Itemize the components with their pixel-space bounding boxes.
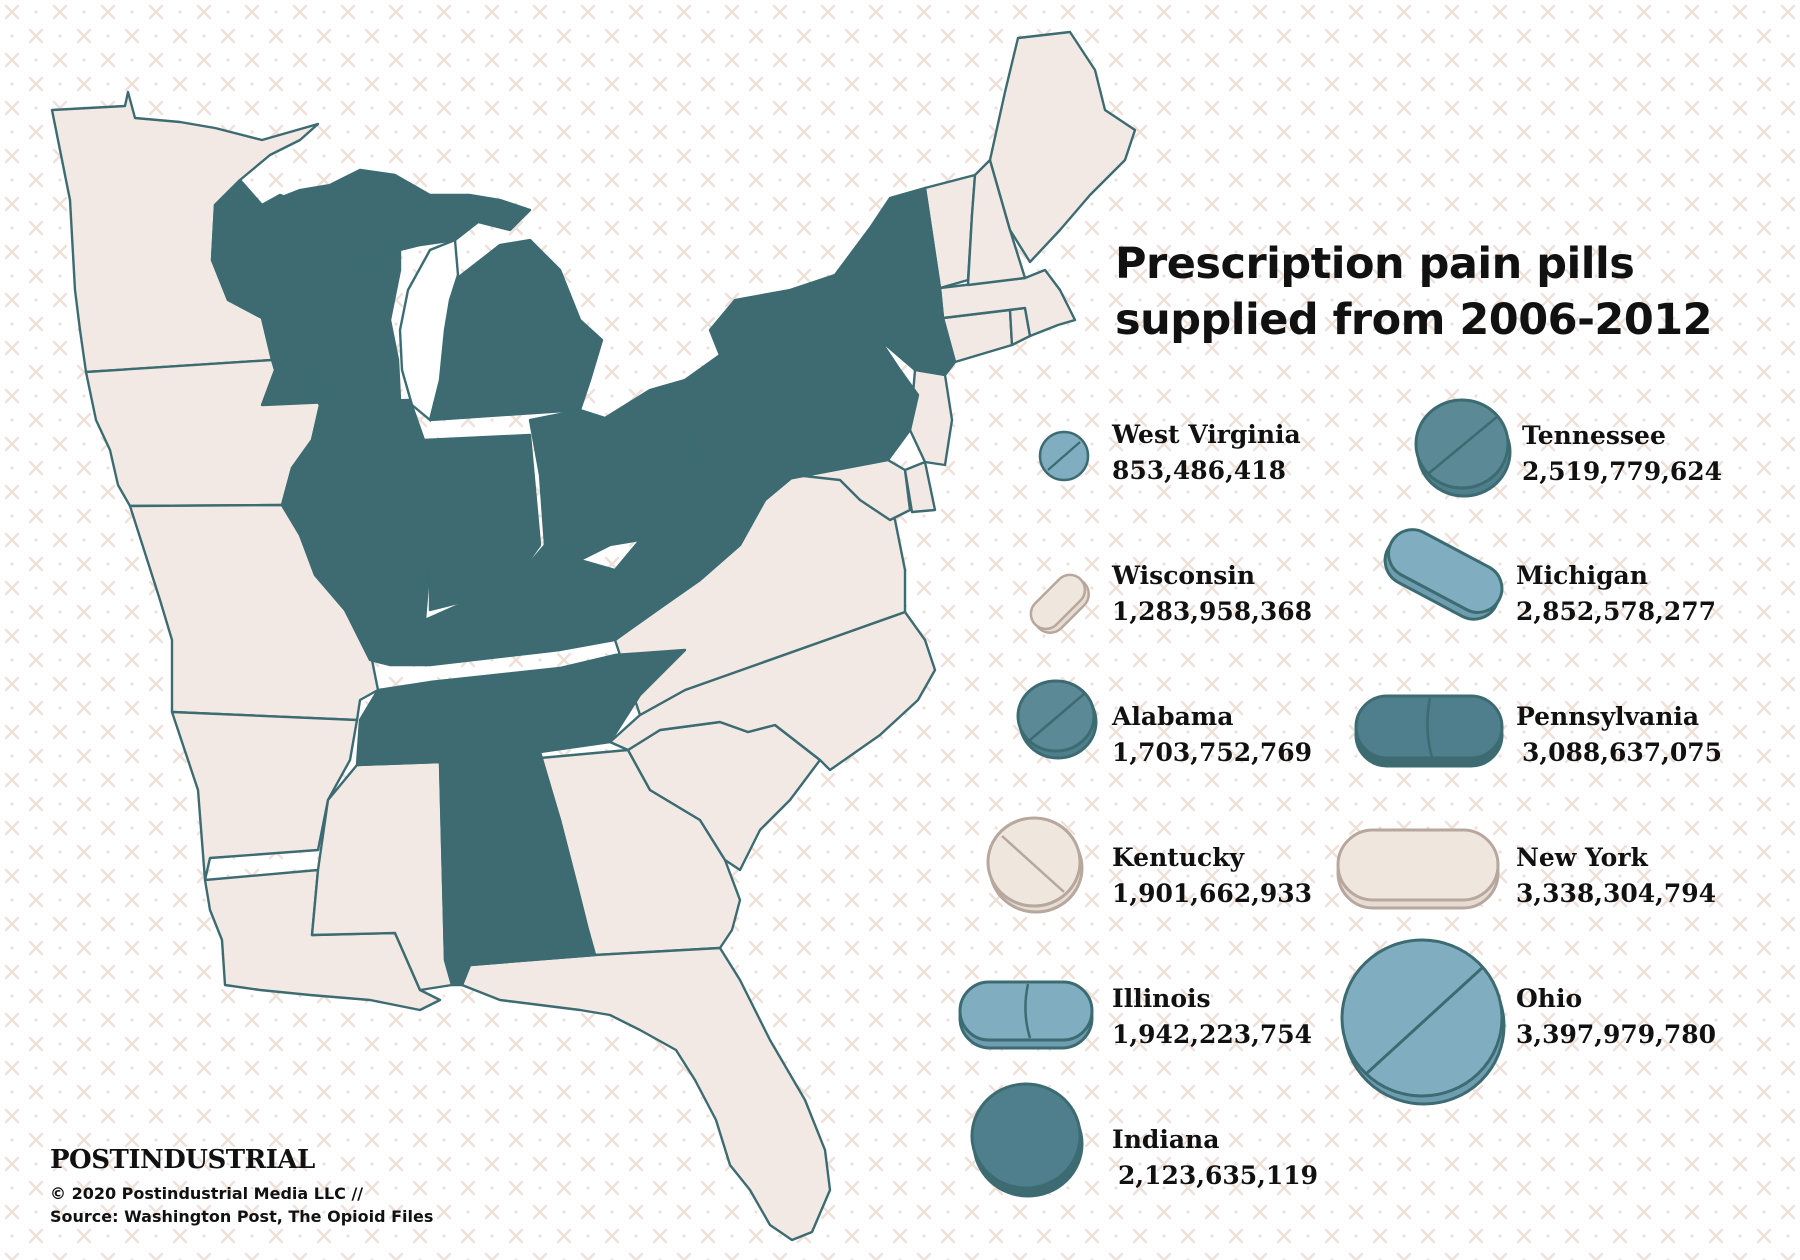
entry-value: 2,519,779,624: [1522, 457, 1723, 486]
source-text: Source: Washington Post, The Opioid File…: [50, 1207, 434, 1226]
map-state-delaware: [903, 460, 937, 514]
pill-wisconsin-icon: [1029, 573, 1090, 634]
entry-ohio: Ohio 3,397,979,780: [1516, 981, 1716, 1053]
pill-indiana-icon: [970, 1082, 1084, 1198]
pill-new-york-icon: [1336, 828, 1500, 910]
pill-pennsylvania-icon: [1354, 694, 1504, 768]
entry-name: West Virginia: [1112, 420, 1301, 449]
entry-value: 2,852,578,277: [1516, 597, 1717, 626]
map-state-arkansas: [170, 710, 359, 882]
map-title: Prescription pain pills supplied from 20…: [1115, 236, 1755, 348]
title-line-2: supplied from 2006-2012: [1115, 295, 1713, 345]
pill-ohio-icon: [1340, 938, 1506, 1106]
entry-name: Michigan: [1516, 561, 1648, 590]
entry-value: 2,123,635,119: [1118, 1161, 1319, 1190]
entry-indiana: Indiana 2,123,635,119: [1112, 1122, 1318, 1194]
map-state-kentucky: [388, 543, 662, 667]
entry-pennsylvania: Pennsylvania 3,088,637,075: [1516, 699, 1722, 771]
title-line-1: Prescription pain pills: [1115, 239, 1635, 289]
map-state-west-virginia: [613, 438, 797, 610]
entry-name: Kentucky: [1112, 843, 1245, 872]
map-state-alabama: [438, 750, 597, 987]
entry-name: Pennsylvania: [1516, 702, 1700, 731]
pill-west-virginia-icon: [1038, 430, 1090, 482]
map-state-massachusetts: [938, 268, 1077, 338]
entry-tennessee: Tennessee 2,519,779,624: [1522, 418, 1722, 490]
entry-value: 1,703,752,769: [1112, 738, 1313, 767]
entry-value: 853,486,418: [1112, 456, 1286, 485]
entry-name: Wisconsin: [1112, 561, 1256, 590]
entry-west-virginia: West Virginia 853,486,418: [1112, 417, 1301, 489]
copyright-text: © 2020 Postindustrial Media LLC //: [50, 1184, 364, 1203]
pill-kentucky-icon: [986, 816, 1084, 914]
entry-value: 3,338,304,794: [1516, 879, 1717, 908]
map-state-new-york: [708, 186, 957, 377]
entry-value: 1,942,223,754: [1112, 1020, 1313, 1049]
entry-michigan: Michigan 2,852,578,277: [1516, 558, 1716, 630]
entry-name: Ohio: [1516, 984, 1583, 1013]
entry-illinois: Illinois 1,942,223,754: [1112, 981, 1312, 1053]
entry-name: Tennessee: [1522, 421, 1666, 450]
map-state-tennessee: [355, 648, 687, 767]
entry-wisconsin: Wisconsin 1,283,958,368: [1112, 558, 1312, 630]
map-state-maine: [988, 30, 1137, 264]
entry-value: 3,397,979,780: [1516, 1020, 1717, 1049]
entry-value: 3,088,637,075: [1522, 738, 1723, 767]
map-state-michigan-upper: [260, 168, 532, 272]
map-state-florida: [460, 946, 832, 1242]
pill-michigan-icon: [1383, 528, 1504, 621]
map-state-new-jersey: [908, 368, 954, 467]
pill-tennessee-icon: [1414, 398, 1512, 498]
entry-name: New York: [1516, 843, 1648, 872]
entry-kentucky: Kentucky 1,901,662,933: [1112, 840, 1312, 912]
entry-new-york: New York 3,338,304,794: [1516, 840, 1716, 912]
pill-illinois-icon: [958, 980, 1094, 1050]
brand-logo: POSTINDUSTRIAL: [50, 1145, 315, 1175]
entry-name: Illinois: [1112, 984, 1211, 1013]
entry-name: Indiana: [1112, 1125, 1220, 1154]
entry-alabama: Alabama 1,703,752,769: [1112, 699, 1312, 771]
entry-value: 1,901,662,933: [1112, 879, 1313, 908]
entry-name: Alabama: [1112, 702, 1234, 731]
lake-michigan: [398, 238, 460, 423]
entry-value: 1,283,958,368: [1112, 597, 1313, 626]
pill-alabama-icon: [1016, 679, 1098, 760]
